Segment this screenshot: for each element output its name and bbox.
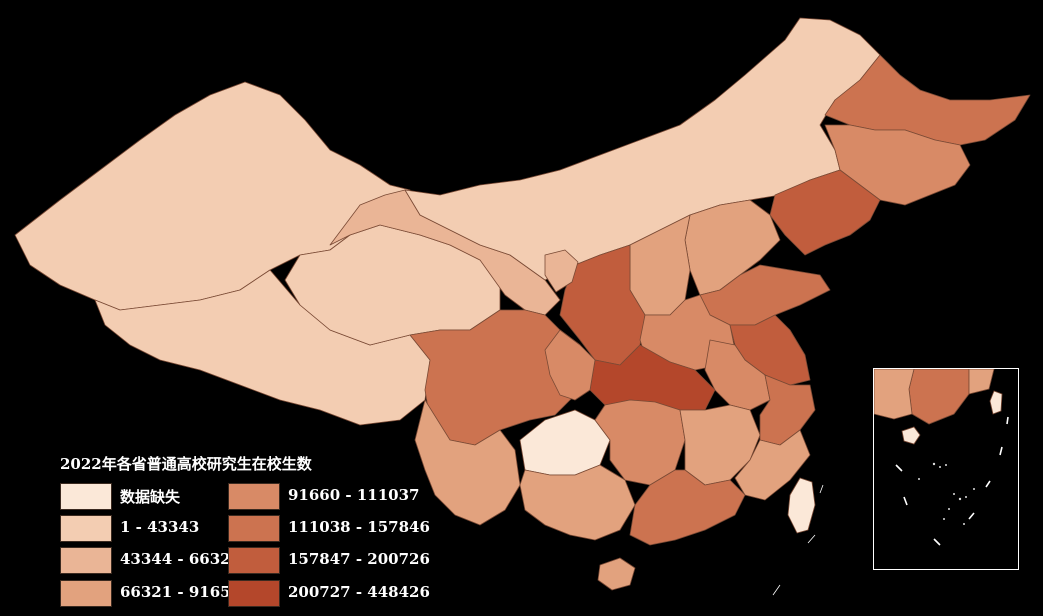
region-ningxia (544, 249, 579, 293)
region-hainan (597, 557, 636, 591)
region-anhui (704, 339, 771, 411)
legend-swatch (228, 515, 280, 542)
legend-item: 1 - 43343 (60, 515, 250, 542)
legend-swatch (60, 580, 112, 607)
legend-swatch (60, 483, 112, 510)
legend-label: 157847 - 200726 (288, 550, 430, 568)
region-liaoning (769, 169, 881, 256)
legend-label: 200727 - 448426 (288, 583, 430, 601)
legend-label: 91660 - 111037 (288, 486, 420, 504)
legend-swatch (228, 580, 280, 607)
region-yunnan (414, 399, 521, 526)
legend-item: 91660 - 111037 (228, 483, 420, 510)
legend-label: 数据缺失 (120, 488, 181, 506)
inset-taiwan (989, 390, 1003, 415)
legend-label: 111038 - 157846 (288, 518, 430, 536)
legend-swatch (228, 483, 280, 510)
nine-dash-line (772, 484, 824, 596)
region-zhejiang (759, 374, 816, 446)
region-taiwan (787, 477, 816, 534)
legend-item: 数据缺失 (60, 483, 250, 510)
legend-item: 200727 - 448426 (228, 580, 430, 607)
legend-swatch (60, 547, 112, 574)
inset-islands (918, 462, 975, 525)
legend-item: 111038 - 157846 (228, 515, 430, 542)
inset-map (874, 369, 1009, 546)
legend-label: 43344 - 66320 (120, 550, 242, 568)
inset-hainan (901, 426, 921, 445)
legend-swatch (228, 547, 280, 574)
legend-label: 1 - 43343 (120, 518, 200, 536)
legend-item: 66321 - 91659 (60, 580, 250, 607)
legend-swatch (60, 515, 112, 542)
legend-item: 43344 - 66320 (60, 547, 250, 574)
inset-dash-line (895, 416, 1009, 546)
legend-item: 157847 - 200726 (228, 547, 430, 574)
inset-fujian (968, 369, 995, 395)
inset-guangdong (908, 369, 970, 425)
region-guangxi (519, 464, 636, 541)
region-guangdong (629, 469, 746, 546)
south-china-sea-inset (873, 368, 1019, 570)
region-chongqing (544, 329, 596, 401)
region-fujian (734, 429, 811, 501)
legend-title: 2022年各省普通高校研究生在校生数 (60, 455, 312, 473)
inset-guangxi (874, 369, 915, 420)
legend-label: 66321 - 91659 (120, 583, 242, 601)
